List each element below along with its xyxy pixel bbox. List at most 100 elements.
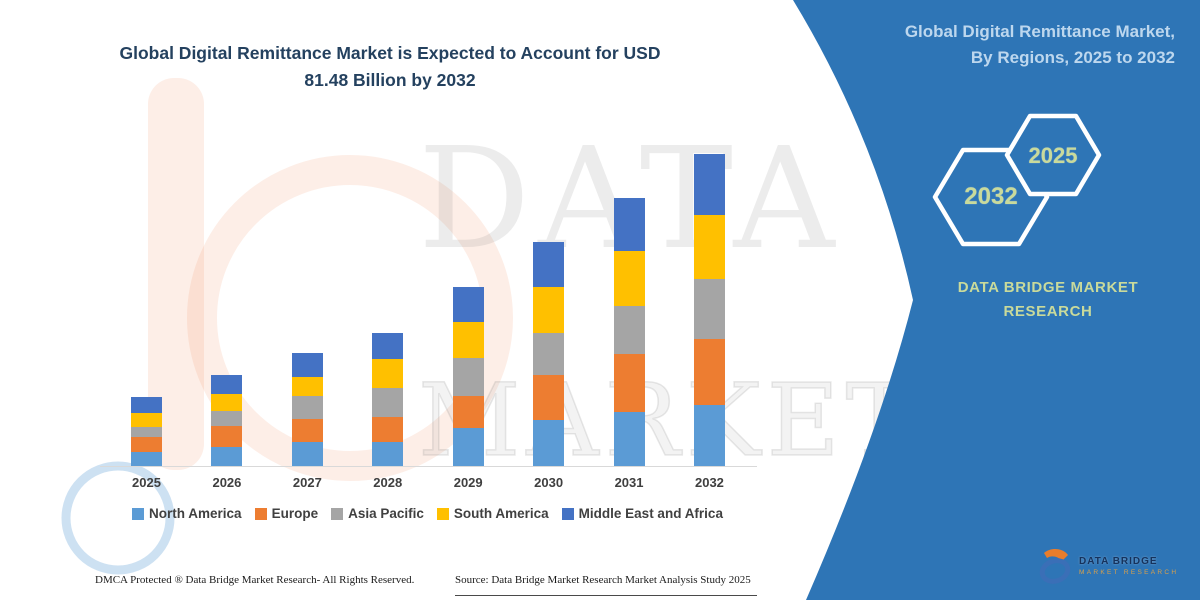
panel-brand-line1: DATA BRIDGE MARKET: [957, 279, 1139, 296]
source-text: Source: Data Bridge Market Research Mark…: [455, 574, 757, 596]
segment-south-america: [291, 377, 323, 397]
segment-south-america: [693, 214, 725, 280]
segment-asia-pacific: [372, 388, 404, 417]
segment-middle-east-and-africa: [613, 198, 645, 251]
bar-stack-2028: [372, 333, 404, 466]
segment-europe: [693, 339, 725, 405]
segment-north-america: [372, 441, 404, 466]
x-axis-label-2026: 2026: [212, 475, 242, 490]
dmca-copyright-text: DMCA Protected ® Data Bridge Market Rese…: [95, 574, 415, 586]
bar-2032: 2032: [693, 141, 725, 490]
bar-2030: 2030: [533, 141, 565, 490]
chart-headline-line1: Global Digital Remittance Market is Expe…: [119, 43, 661, 63]
chart-headline: Global Digital Remittance Market is Expe…: [75, 40, 705, 94]
legend-label: North America: [149, 506, 242, 521]
bar-stack-2031: [613, 198, 645, 466]
segment-north-america: [131, 452, 162, 466]
bar-stack-2026: [211, 374, 243, 466]
segment-europe: [131, 437, 162, 453]
x-axis-label-2032: 2032: [694, 475, 724, 490]
bar-2028: 2028: [372, 141, 404, 490]
legend-label: Asia Pacific: [348, 506, 424, 521]
logo-subtitle: MARKET RESEARCH: [1079, 569, 1179, 576]
bar-chart: 2025 2026 2027 2028 2029 2030 2031 2032: [131, 141, 725, 490]
bar-stack-2027: [291, 352, 323, 466]
segment-asia-pacific: [131, 427, 162, 438]
hexagon-2025-icon: [1004, 113, 1102, 197]
segment-asia-pacific: [452, 357, 484, 396]
bar-2027: 2027: [291, 141, 323, 490]
segment-europe: [613, 354, 645, 412]
panel-brand-name: DATA BRIDGE MARKET RESEARCH: [948, 276, 1148, 324]
segment-europe: [291, 419, 323, 442]
legend-item-europe: Europe: [254, 506, 319, 521]
chart-legend: North America Europe Asia Pacific South Ame…: [95, 506, 760, 521]
segment-europe: [452, 395, 484, 428]
x-axis-label-2031: 2031: [614, 475, 644, 490]
segment-middle-east-and-africa: [372, 333, 404, 360]
segment-south-america: [372, 359, 404, 389]
legend-marker-icon: [254, 507, 267, 520]
bar-2029: 2029: [452, 141, 484, 490]
bar-2025: 2025: [131, 141, 162, 490]
chart-headline-line2: 81.48 Billion by 2032: [304, 70, 476, 91]
segment-north-america: [693, 404, 725, 466]
bar-stack-2029: [452, 287, 484, 466]
bar-stack-2025: [131, 396, 162, 466]
x-axis-label-2025: 2025: [132, 475, 161, 490]
legend-label: Europe: [271, 506, 319, 521]
segment-north-america: [211, 446, 243, 466]
segment-europe: [533, 374, 565, 420]
legend-item-north-america: North America: [132, 506, 242, 521]
segment-middle-east-and-africa: [211, 374, 243, 394]
x-axis-line: [100, 466, 757, 467]
segment-south-america: [211, 393, 243, 412]
x-axis-label-2027: 2027: [292, 475, 322, 490]
legend-item-middle-east-and-africa: Middle East and Africa: [561, 506, 723, 521]
legend-marker-icon: [132, 507, 145, 520]
segment-middle-east-and-africa: [131, 396, 162, 413]
x-axis-label-2030: 2030: [534, 475, 564, 490]
legend-marker-icon: [561, 507, 574, 520]
segment-south-america: [131, 412, 162, 428]
segment-north-america: [291, 441, 323, 466]
bar-2031: 2031: [613, 141, 645, 490]
segment-middle-east-and-africa: [533, 242, 565, 288]
segment-europe: [211, 425, 243, 447]
legend-item-asia-pacific: Asia Pacific: [331, 506, 424, 521]
segment-asia-pacific: [613, 306, 645, 355]
data-bridge-b-icon: [1039, 549, 1071, 584]
x-axis-label-2028: 2028: [373, 475, 403, 490]
bar-2026: 2026: [211, 141, 243, 490]
panel-title-line2: By Regions, 2025 to 2032: [970, 47, 1175, 67]
panel-title: Global Digital Remittance Market, By Reg…: [835, 19, 1175, 70]
legend-marker-icon: [331, 507, 344, 520]
company-logo-text: DATA BRIDGE MARKET RESEARCH: [1079, 556, 1178, 576]
segment-asia-pacific: [211, 411, 243, 426]
segment-asia-pacific: [533, 332, 565, 375]
segment-asia-pacific: [693, 279, 725, 340]
segment-north-america: [533, 419, 565, 466]
segment-europe: [372, 416, 404, 442]
hexagon-back-year: 2032: [964, 183, 1018, 210]
bar-stack-2032: [693, 154, 725, 466]
bar-stack-2030: [533, 242, 565, 466]
legend-label: Middle East and Africa: [578, 506, 723, 521]
company-logo: DATA BRIDGE MARKET RESEARCH: [1038, 548, 1178, 584]
panel-brand-line2: RESEARCH: [1003, 303, 1093, 320]
legend-item-south-america: South America: [436, 506, 549, 521]
x-axis-label-2029: 2029: [453, 475, 483, 490]
segment-north-america: [613, 411, 645, 466]
hexagon-front-year: 2025: [1028, 143, 1078, 168]
hexagon-2032-icon: [932, 147, 1050, 247]
segment-north-america: [452, 427, 484, 466]
logo-name: DATA BRIDGE: [1079, 556, 1158, 567]
segment-middle-east-and-africa: [693, 154, 725, 215]
segment-south-america: [533, 287, 565, 333]
segment-asia-pacific: [291, 396, 323, 420]
legend-label: South America: [453, 506, 549, 521]
segment-south-america: [452, 322, 484, 358]
segment-middle-east-and-africa: [291, 352, 323, 378]
